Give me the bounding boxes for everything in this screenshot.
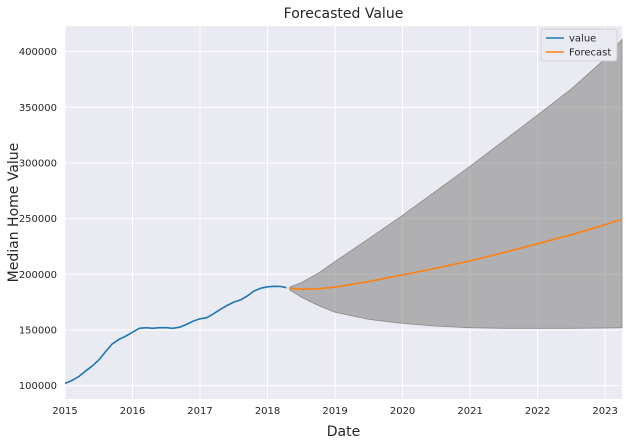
y-tick-label: 150000 [19,325,57,336]
x-tick-label: 2016 [120,406,145,417]
y-tick-label: 300000 [19,158,57,169]
confidence-band [289,38,623,329]
x-tick-label: 2023 [592,406,617,417]
x-tick-label: 2018 [255,406,280,417]
x-tick-label: 2019 [322,406,347,417]
series-line-value [64,285,287,385]
legend-box [540,28,618,62]
y-axis-ticks: 100000 150000 200000 250000 300000 350000 4000… [19,47,57,392]
x-tick-label: 2022 [525,406,550,417]
x-tick-label: 2021 [457,406,482,417]
legend-label-value: value [569,34,596,45]
y-tick-label: 250000 [19,214,57,225]
series-lines [64,218,623,385]
chart-title: Forecasted Value [284,6,404,22]
y-tick-label: 350000 [19,103,57,114]
confidence-interval [289,38,623,329]
x-tick-label: 2017 [187,406,212,417]
x-tick-label: 2020 [390,406,415,417]
y-tick-label: 200000 [19,270,57,281]
legend-label-forecast: Forecast [569,48,611,59]
legend: value Forecast [540,28,618,62]
x-axis-ticks: 2015 2016 2017 2018 2019 2020 2021 2022 2023 [52,406,618,417]
x-axis-title: Date [327,424,360,440]
y-tick-label: 100000 [19,381,57,392]
x-tick-label: 2015 [52,406,77,417]
y-axis-title: Median Home Value [6,143,22,283]
y-tick-label: 400000 [19,47,57,58]
series-line-forecast [289,218,623,291]
